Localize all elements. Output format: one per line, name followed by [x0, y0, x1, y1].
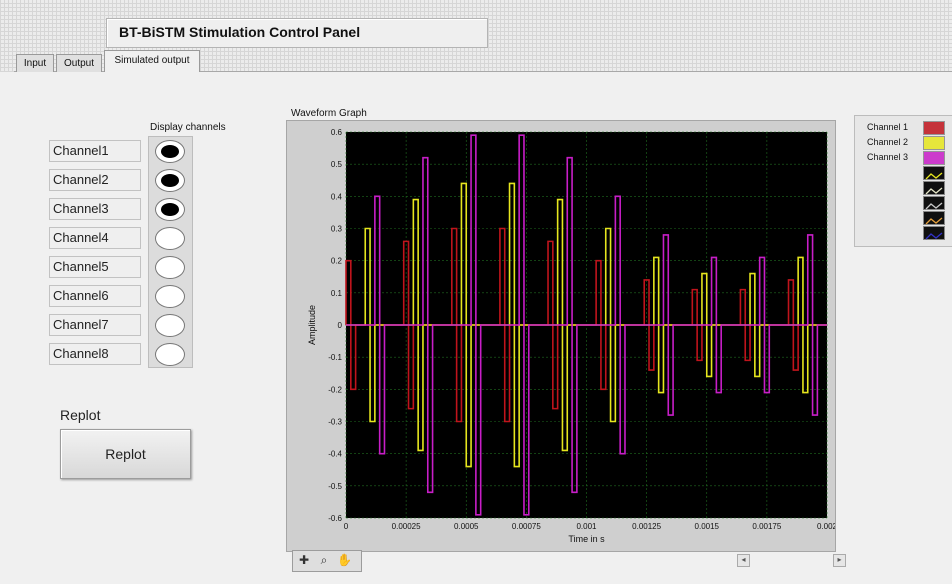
zoom-icon[interactable]: ⌕ — [320, 553, 328, 567]
legend-swatch[interactable] — [923, 166, 945, 180]
y-tick-label: -0.2 — [328, 385, 342, 394]
waveform-graph-frame: 0.6 0.5 0.4 0.3 0.2 0.1 0 -0.1 -0.2 -0.3 -0.4 -0.5 -… — [286, 120, 838, 552]
y-tick-label: -0.4 — [328, 450, 342, 459]
x-tick-label: 0.002 — [817, 522, 835, 531]
cursor-crosshair-icon[interactable]: ✚ — [298, 553, 310, 567]
waveform-graph[interactable]: 0.6 0.5 0.4 0.3 0.2 0.1 0 -0.1 -0.2 -0.3 -0.4 -0.5 -… — [287, 121, 838, 551]
tab-output[interactable]: Output — [56, 54, 102, 72]
legend-swatch[interactable] — [923, 121, 945, 135]
legend-swatch[interactable] — [923, 181, 945, 195]
scroll-left-button[interactable]: ◂ — [737, 554, 750, 567]
channel-label: Channel7 — [49, 314, 141, 336]
y-tick-label: 0.2 — [331, 257, 343, 266]
y-tick-label: 0.1 — [331, 289, 343, 298]
channel-toggle-led[interactable] — [155, 256, 185, 279]
channel-label: Channel6 — [49, 285, 141, 307]
tab-simulated-output[interactable]: Simulated output — [104, 50, 200, 72]
channel-toggle-led[interactable] — [155, 285, 185, 308]
y-tick-label: -0.3 — [328, 418, 342, 427]
pan-hand-icon[interactable]: ✋ — [337, 553, 352, 567]
channel-label: Channel8 — [49, 343, 141, 365]
channel-toggle-led[interactable] — [155, 314, 185, 337]
replot-label: Replot — [60, 407, 101, 423]
plot-legend: Channel 1 Channel 2 Channel 3 — [854, 115, 952, 247]
channel-toggle-led[interactable] — [155, 227, 185, 250]
channel-toggle-led[interactable] — [155, 198, 185, 221]
channel-label: Channel5 — [49, 256, 141, 278]
channel-toggle-led[interactable] — [155, 140, 185, 163]
channel-label: Channel1 — [49, 140, 141, 162]
title-box: BT-BiSTM Stimulation Control Panel — [106, 18, 488, 48]
y-tick-label: -0.1 — [328, 353, 342, 362]
waveform-graph-title: Waveform Graph — [291, 108, 367, 119]
tab-input[interactable]: Input — [16, 54, 54, 72]
x-tick-label: 0.0005 — [454, 522, 479, 531]
x-axis-label: Time in s — [568, 534, 605, 544]
x-tick-label: 0.00175 — [752, 522, 781, 531]
y-tick-label: 0.6 — [331, 128, 343, 137]
channel-label: Channel3 — [49, 198, 141, 220]
y-axis-label: Amplitude — [307, 305, 317, 345]
x-tick-label: 0 — [344, 522, 349, 531]
legend-swatch[interactable] — [923, 151, 945, 165]
legend-swatch[interactable] — [923, 226, 945, 240]
legend-swatch[interactable] — [923, 196, 945, 210]
scroll-right-button[interactable]: ▸ — [833, 554, 846, 567]
channel-label: Channel4 — [49, 227, 141, 249]
channel-toggle-led[interactable] — [155, 169, 185, 192]
y-tick-label: -0.5 — [328, 482, 342, 491]
replot-button[interactable]: Replot — [60, 429, 191, 479]
x-tick-label: 0.00125 — [632, 522, 661, 531]
channel-label: Channel2 — [49, 169, 141, 191]
y-tick-label: 0 — [338, 321, 343, 330]
page-title: BT-BiSTM Stimulation Control Panel — [119, 24, 361, 40]
x-tick-label: 0.0015 — [695, 522, 720, 531]
display-channels-label: Display channels — [150, 122, 226, 133]
channel-led-array — [148, 136, 193, 368]
y-tick-label: 0.5 — [331, 160, 343, 169]
graph-palette-toolbar: ✚ ⌕ ✋ — [292, 550, 362, 572]
legend-entry-label: Channel 3 — [867, 152, 909, 162]
legend-swatch[interactable] — [923, 211, 945, 225]
y-tick-label: 0.3 — [331, 225, 343, 234]
legend-entry-label: Channel 2 — [867, 137, 909, 147]
y-tick-label: 0.4 — [331, 192, 343, 201]
series-line-3 — [346, 134, 827, 516]
y-tick-label: -0.6 — [328, 514, 342, 523]
x-tick-label: 0.00075 — [512, 522, 541, 531]
channel-toggle-led[interactable] — [155, 343, 185, 366]
legend-swatch[interactable] — [923, 136, 945, 150]
legend-entry-label: Channel 1 — [867, 122, 909, 132]
x-tick-label: 0.001 — [576, 522, 597, 531]
x-tick-label: 0.00025 — [392, 522, 421, 531]
